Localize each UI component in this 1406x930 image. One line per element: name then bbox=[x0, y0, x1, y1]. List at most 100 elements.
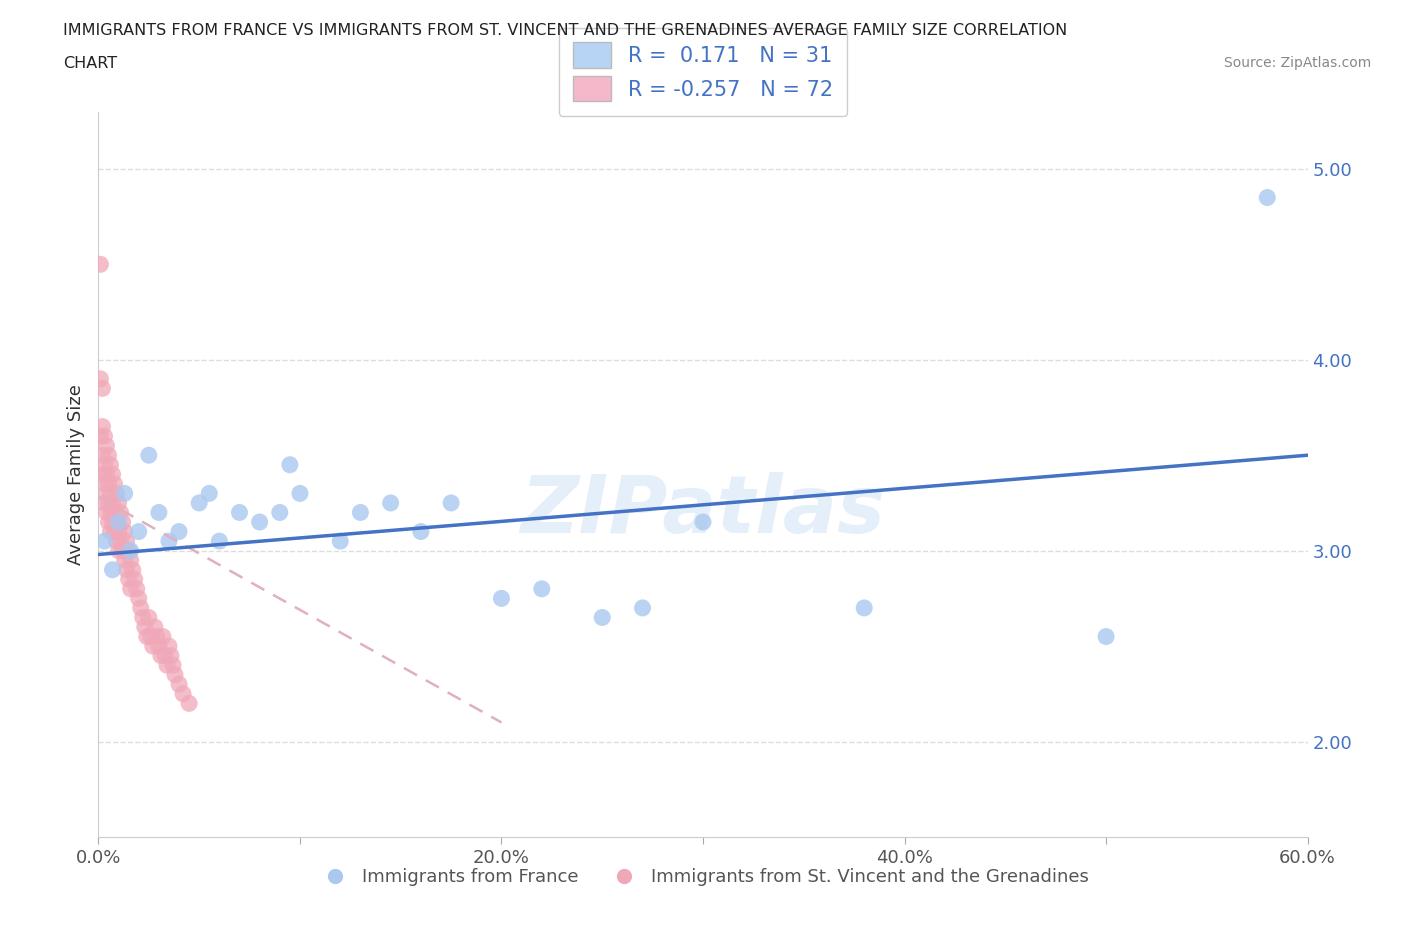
Point bbox=[179, 696, 201, 711]
Point bbox=[124, 572, 146, 587]
Point bbox=[139, 629, 162, 644]
Text: ZIPatlas: ZIPatlas bbox=[520, 472, 886, 550]
Point bbox=[114, 552, 136, 567]
Point bbox=[89, 257, 111, 272]
Point bbox=[93, 476, 115, 491]
Point bbox=[105, 534, 128, 549]
Point bbox=[157, 639, 180, 654]
Point bbox=[107, 496, 129, 511]
Point bbox=[228, 505, 250, 520]
Point bbox=[97, 496, 120, 511]
Point bbox=[380, 496, 402, 511]
Point bbox=[162, 658, 184, 672]
Point bbox=[103, 525, 125, 539]
Point bbox=[105, 514, 128, 529]
Legend: Immigrants from France, Immigrants from St. Vincent and the Grenadines: Immigrants from France, Immigrants from … bbox=[309, 861, 1097, 893]
Point bbox=[93, 458, 115, 472]
Point bbox=[89, 429, 111, 444]
Point bbox=[138, 610, 160, 625]
Point bbox=[114, 486, 136, 501]
Point bbox=[129, 601, 152, 616]
Point bbox=[440, 496, 463, 511]
Point bbox=[120, 543, 142, 558]
Point bbox=[111, 514, 134, 529]
Point bbox=[97, 447, 120, 462]
Y-axis label: Average Family Size: Average Family Size bbox=[66, 384, 84, 565]
Point bbox=[349, 505, 371, 520]
Point bbox=[107, 543, 129, 558]
Point bbox=[148, 639, 170, 654]
Point bbox=[91, 467, 114, 482]
Point bbox=[101, 496, 124, 511]
Point bbox=[115, 534, 138, 549]
Point bbox=[91, 419, 114, 434]
Point bbox=[114, 525, 136, 539]
Point bbox=[167, 525, 190, 539]
Point bbox=[631, 601, 654, 616]
Point bbox=[188, 496, 211, 511]
Point bbox=[198, 486, 221, 501]
Point bbox=[93, 429, 115, 444]
Point bbox=[128, 525, 150, 539]
Point bbox=[491, 591, 513, 605]
Point bbox=[249, 514, 271, 529]
Point bbox=[103, 505, 125, 520]
Point bbox=[142, 639, 165, 654]
Point bbox=[530, 581, 553, 596]
Point bbox=[149, 648, 172, 663]
Point bbox=[329, 534, 352, 549]
Point bbox=[97, 476, 120, 491]
Point bbox=[853, 601, 876, 616]
Point bbox=[100, 486, 122, 501]
Point bbox=[96, 486, 118, 501]
Point bbox=[156, 658, 179, 672]
Point bbox=[120, 552, 142, 567]
Point bbox=[167, 677, 190, 692]
Text: Source: ZipAtlas.com: Source: ZipAtlas.com bbox=[1223, 56, 1371, 70]
Point bbox=[1256, 190, 1278, 205]
Point bbox=[101, 514, 124, 529]
Point bbox=[138, 447, 160, 462]
Point bbox=[118, 543, 141, 558]
Point bbox=[96, 505, 118, 520]
Point bbox=[172, 686, 194, 701]
Point bbox=[111, 543, 134, 558]
Point bbox=[100, 525, 122, 539]
Point bbox=[118, 572, 141, 587]
Point bbox=[107, 525, 129, 539]
Point bbox=[120, 581, 142, 596]
Point bbox=[101, 563, 124, 578]
Point bbox=[160, 648, 183, 663]
Point bbox=[100, 458, 122, 472]
Point bbox=[100, 505, 122, 520]
Text: CHART: CHART bbox=[63, 56, 117, 71]
Point bbox=[409, 525, 432, 539]
Point bbox=[128, 591, 150, 605]
Point bbox=[278, 458, 301, 472]
Point bbox=[93, 496, 115, 511]
Point bbox=[107, 514, 129, 529]
Point bbox=[105, 486, 128, 501]
Point bbox=[269, 505, 291, 520]
Point bbox=[121, 563, 143, 578]
Point bbox=[288, 486, 311, 501]
Point bbox=[143, 619, 166, 634]
Point bbox=[591, 610, 613, 625]
Point bbox=[692, 514, 714, 529]
Point bbox=[148, 505, 170, 520]
Point bbox=[91, 447, 114, 462]
Point bbox=[101, 467, 124, 482]
Text: IMMIGRANTS FROM FRANCE VS IMMIGRANTS FROM ST. VINCENT AND THE GRENADINES AVERAGE: IMMIGRANTS FROM FRANCE VS IMMIGRANTS FRO… bbox=[63, 23, 1067, 38]
Point bbox=[157, 534, 180, 549]
Point bbox=[89, 371, 111, 386]
Point bbox=[134, 619, 156, 634]
Point bbox=[93, 534, 115, 549]
Point bbox=[115, 563, 138, 578]
Point bbox=[163, 668, 186, 683]
Point bbox=[152, 629, 174, 644]
Point bbox=[96, 438, 118, 453]
Point bbox=[97, 514, 120, 529]
Point bbox=[146, 629, 169, 644]
Point bbox=[91, 381, 114, 396]
Point bbox=[132, 610, 155, 625]
